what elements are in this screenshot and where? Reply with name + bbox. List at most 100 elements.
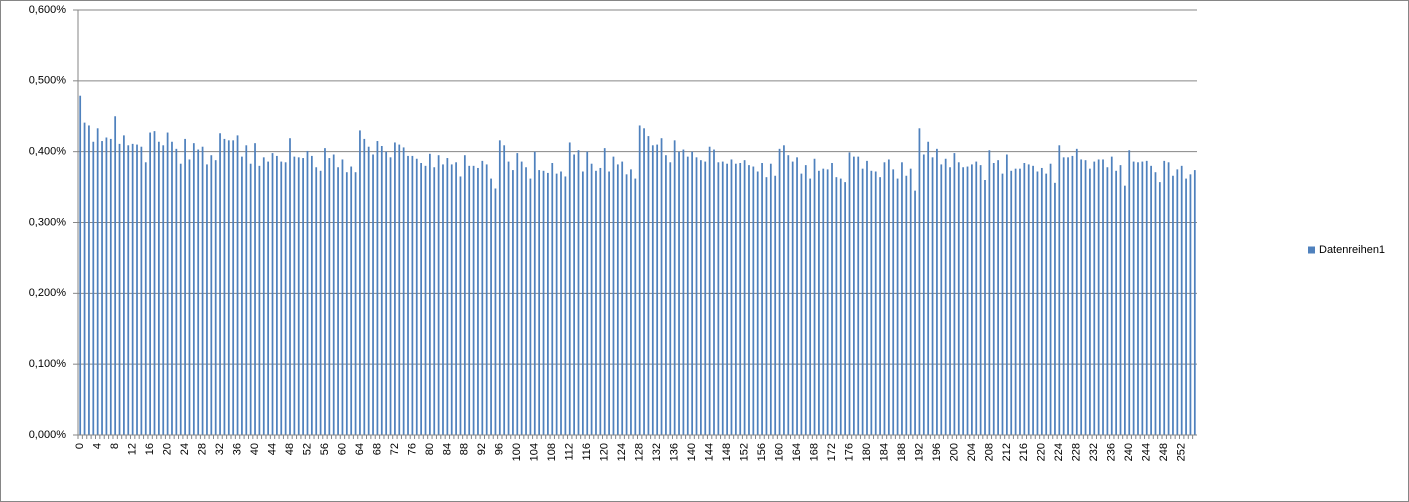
bar xyxy=(660,138,663,436)
bar xyxy=(656,144,659,436)
bar xyxy=(210,155,213,436)
bar xyxy=(503,145,506,435)
x-tick-label: 212 xyxy=(1001,443,1013,461)
bar xyxy=(1036,171,1039,435)
bar xyxy=(1049,163,1052,436)
bar xyxy=(254,143,256,435)
bar xyxy=(835,177,838,435)
bar xyxy=(1067,157,1069,436)
x-tick-label: 180 xyxy=(861,443,873,461)
bar xyxy=(157,141,160,435)
bar xyxy=(328,158,331,435)
bar xyxy=(608,171,610,435)
bar xyxy=(669,162,672,435)
bar xyxy=(638,125,641,435)
bar xyxy=(739,163,742,435)
bar xyxy=(874,171,877,435)
bar xyxy=(306,150,309,436)
x-tick-label: 44 xyxy=(266,443,278,455)
bar xyxy=(1172,175,1174,435)
bar xyxy=(992,163,995,435)
x-tick-label: 196 xyxy=(931,443,943,461)
bar xyxy=(175,148,178,436)
bar xyxy=(227,140,230,436)
bar xyxy=(573,154,575,435)
x-tick-label: 52 xyxy=(301,443,313,455)
x-tick-label: 244 xyxy=(1141,443,1153,461)
bar xyxy=(791,161,794,436)
bar xyxy=(957,162,960,435)
x-tick-label: 84 xyxy=(441,443,453,455)
bar xyxy=(673,140,676,436)
bar xyxy=(778,148,781,436)
bar xyxy=(350,166,353,435)
bar xyxy=(354,172,357,436)
bar xyxy=(188,159,191,436)
bar xyxy=(1019,168,1021,435)
bar xyxy=(931,157,934,436)
bar xyxy=(581,171,584,435)
x-tick-label: 216 xyxy=(1018,443,1030,461)
bar xyxy=(367,146,370,436)
x-tick-label: 252 xyxy=(1176,443,1188,461)
bar xyxy=(568,142,571,436)
x-tick-label: 128 xyxy=(634,443,646,461)
bar xyxy=(433,167,436,435)
bar xyxy=(83,122,86,435)
bar xyxy=(92,141,95,435)
x-tick-label: 236 xyxy=(1106,443,1118,461)
bar xyxy=(586,151,589,435)
bar xyxy=(887,159,890,436)
bar xyxy=(223,138,226,435)
bar xyxy=(276,155,278,435)
bar xyxy=(1084,160,1087,435)
bar xyxy=(463,155,466,436)
bar xyxy=(852,156,855,435)
x-tick-label: 160 xyxy=(773,443,785,461)
bar xyxy=(345,172,348,436)
bar xyxy=(538,170,541,436)
x-tick-label: 164 xyxy=(791,443,803,461)
x-tick-label: 116 xyxy=(581,443,593,461)
bar xyxy=(293,156,296,435)
bar xyxy=(603,148,606,435)
bar xyxy=(944,158,947,435)
bar xyxy=(271,153,274,436)
bar xyxy=(284,162,287,435)
bar xyxy=(468,165,471,436)
bar xyxy=(1058,145,1061,435)
bar xyxy=(1176,169,1179,435)
bar xyxy=(1080,159,1083,436)
bar xyxy=(123,135,125,435)
x-tick-label: 60 xyxy=(336,443,348,455)
bar xyxy=(665,155,667,436)
x-tick-label: 4 xyxy=(92,443,104,449)
bar xyxy=(96,128,99,435)
x-tick-label: 112 xyxy=(564,443,576,461)
x-tick-label: 72 xyxy=(389,443,401,455)
bar xyxy=(1193,170,1196,436)
bar xyxy=(1163,160,1166,435)
bar xyxy=(979,165,982,435)
y-tick-label: 0,200% xyxy=(29,287,67,299)
bar xyxy=(542,170,545,435)
y-tick-label: 0,600% xyxy=(29,4,67,16)
bar xyxy=(184,138,186,435)
bar xyxy=(599,167,602,436)
y-tick-label: 0,100% xyxy=(29,358,67,370)
x-tick-label: 204 xyxy=(966,443,978,461)
x-tick-label: 208 xyxy=(983,443,995,461)
bar xyxy=(769,163,772,436)
x-tick-label: 184 xyxy=(878,443,890,461)
bar xyxy=(756,171,759,435)
bar xyxy=(940,164,943,435)
bar xyxy=(590,163,593,436)
bar xyxy=(988,150,991,435)
bar xyxy=(826,169,829,435)
x-tick-label: 168 xyxy=(808,443,820,461)
bar xyxy=(708,146,711,436)
x-tick-label: 120 xyxy=(599,443,611,461)
x-tick-label: 80 xyxy=(424,443,436,455)
bar xyxy=(162,145,165,435)
